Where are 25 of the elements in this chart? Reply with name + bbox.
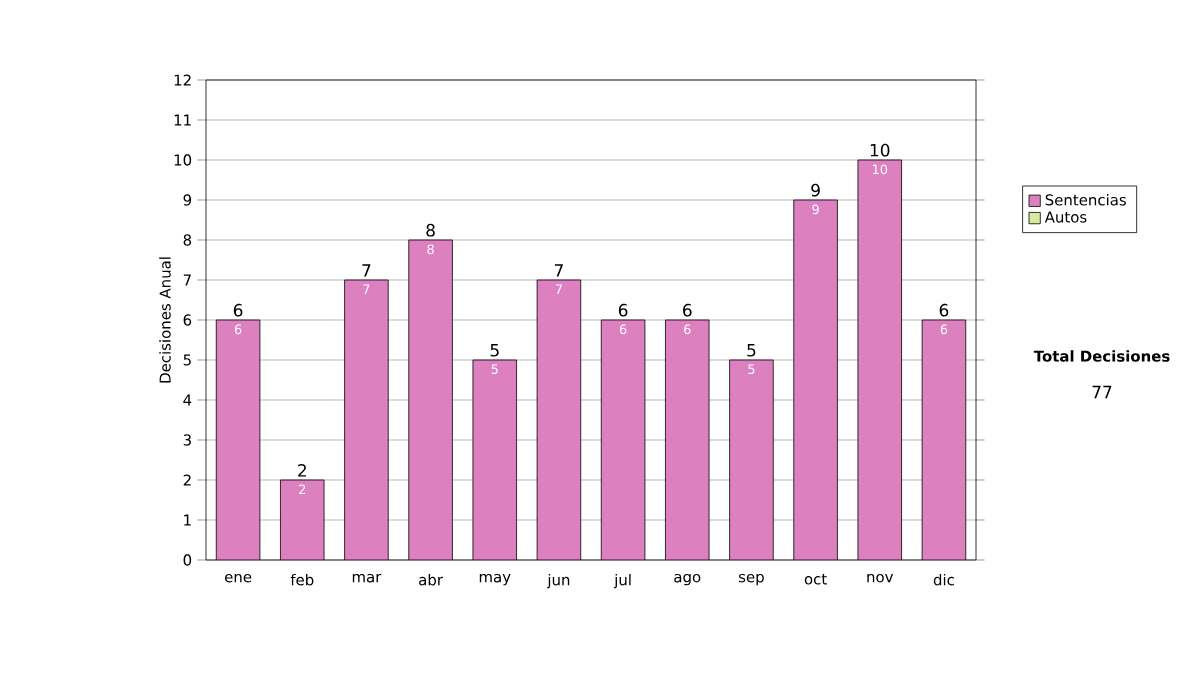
bar	[665, 319, 710, 560]
bar	[408, 239, 453, 560]
total-label: 9	[811, 183, 820, 197]
total-label: 5	[490, 344, 499, 357]
total-label: 6	[233, 303, 243, 317]
total-label: 7	[554, 264, 563, 277]
total-label: 6	[618, 303, 628, 317]
bar	[793, 199, 838, 560]
total-label: 2	[298, 464, 306, 477]
bar	[729, 360, 774, 560]
total-label: 7	[362, 264, 371, 277]
bar	[537, 279, 581, 560]
bar	[601, 319, 645, 560]
bar	[216, 319, 260, 560]
total-label: 5	[747, 344, 756, 357]
bar	[857, 159, 902, 560]
bar	[344, 279, 389, 560]
bar	[472, 360, 517, 560]
total-label: 6	[939, 303, 949, 317]
total-label: 8	[426, 223, 435, 237]
bar	[921, 319, 967, 560]
bar	[280, 480, 325, 560]
total-label: 6	[683, 303, 692, 317]
total-label: 10	[870, 143, 890, 157]
text: 77	[1092, 385, 1112, 399]
